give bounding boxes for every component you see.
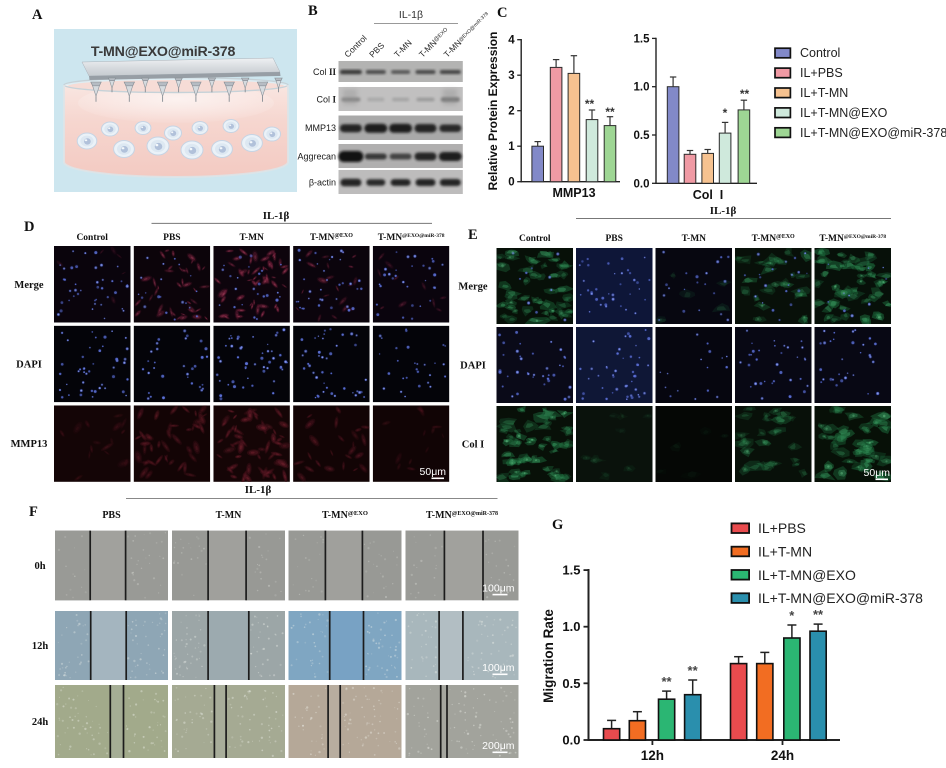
svg-text:PBS: PBS	[605, 234, 622, 244]
svg-text:0h: 0h	[34, 561, 45, 572]
svg-text:24h: 24h	[32, 717, 49, 728]
svg-text:Col I: Col I	[693, 188, 724, 202]
svg-text:IL+T-MN@EXO@miR-378: IL+T-MN@EXO@miR-378	[758, 590, 923, 606]
svg-text:1.0: 1.0	[562, 619, 580, 634]
svg-text:0: 0	[508, 177, 514, 189]
svg-text:100μm: 100μm	[482, 662, 515, 674]
svg-text:**: **	[605, 105, 615, 119]
svg-text:IL-1β: IL-1β	[245, 484, 272, 496]
svg-text:**: **	[740, 87, 750, 101]
svg-text:**: **	[688, 663, 699, 678]
svg-text:PBS: PBS	[102, 510, 121, 521]
svg-text:PBS: PBS	[163, 233, 180, 243]
svg-text:MMP13: MMP13	[552, 186, 595, 200]
svg-text:β-actin: β-actin	[309, 178, 336, 188]
svg-text:*: *	[723, 106, 728, 120]
svg-text:12h: 12h	[641, 748, 664, 763]
svg-text:**: **	[585, 97, 595, 111]
svg-text:0.5: 0.5	[562, 676, 580, 691]
svg-text:IL+T-MN@EXO: IL+T-MN@EXO	[758, 567, 856, 583]
svg-text:T-MN: T-MN	[392, 38, 414, 60]
svg-text:50μm: 50μm	[420, 466, 447, 478]
svg-text:IL+T-MN@EXO@miR-378: IL+T-MN@EXO@miR-378	[800, 126, 946, 140]
svg-text:Col I: Col I	[462, 440, 484, 451]
svg-text:PBS: PBS	[367, 40, 386, 59]
svg-text:24h: 24h	[771, 748, 794, 763]
svg-text:MMP13: MMP13	[11, 439, 48, 450]
svg-text:T-MN@EXO@miR-378: T-MN@EXO@miR-378	[819, 234, 886, 244]
svg-text:IL-1β: IL-1β	[399, 9, 423, 21]
svg-text:T-MN@EXO: T-MN@EXO	[322, 510, 368, 521]
svg-text:Control: Control	[800, 46, 840, 60]
svg-text:DAPI: DAPI	[460, 361, 486, 372]
svg-text:12h: 12h	[32, 641, 49, 652]
svg-text:Relative Protein Expression: Relative Protein Expression	[486, 32, 500, 191]
svg-text:IL-1β: IL-1β	[263, 210, 290, 222]
svg-text:Control: Control	[76, 233, 108, 243]
svg-text:IL+PBS: IL+PBS	[800, 66, 843, 80]
svg-text:T-MN: T-MN	[216, 510, 243, 521]
svg-text:1.5: 1.5	[634, 33, 651, 45]
svg-text:Control: Control	[519, 234, 551, 244]
svg-text:IL+T-MN: IL+T-MN	[800, 86, 848, 100]
svg-text:IL+PBS: IL+PBS	[758, 520, 806, 536]
svg-text:1.0: 1.0	[634, 82, 650, 94]
svg-text:**: **	[661, 674, 672, 689]
svg-text:4: 4	[508, 35, 515, 47]
svg-text:*: *	[789, 608, 795, 623]
svg-text:Migration Rate: Migration Rate	[541, 609, 556, 703]
svg-text:T-MN: T-MN	[682, 234, 707, 244]
svg-text:Aggrecan: Aggrecan	[297, 152, 336, 162]
svg-text:1.5: 1.5	[562, 563, 580, 578]
svg-text:MMP13: MMP13	[305, 123, 336, 133]
svg-text:IL+T-MN: IL+T-MN	[758, 544, 812, 560]
svg-text:T-MN: T-MN	[239, 233, 264, 243]
svg-text:T-MN@EXO: T-MN@EXO	[310, 233, 353, 243]
svg-text:0.0: 0.0	[634, 178, 650, 190]
svg-text:0.5: 0.5	[634, 130, 651, 142]
svg-text:Col II: Col II	[313, 67, 337, 77]
svg-text:T-MN@EXO@miR-378: T-MN@EXO@miR-378	[426, 510, 498, 521]
svg-text:Col I: Col I	[316, 95, 336, 105]
svg-text:IL-1β: IL-1β	[710, 205, 737, 217]
svg-text:Merge: Merge	[14, 280, 43, 291]
svg-text:3: 3	[508, 70, 514, 82]
svg-text:50μm: 50μm	[864, 467, 891, 479]
svg-text:**: **	[813, 607, 824, 622]
svg-text:IL+T-MN@EXO: IL+T-MN@EXO	[800, 106, 888, 120]
svg-text:Control: Control	[342, 33, 369, 60]
svg-text:T-MN@EXO@miR-378: T-MN@EXO@miR-378	[378, 233, 445, 243]
svg-text:T-MN@EXO: T-MN@EXO	[752, 234, 795, 244]
svg-text:2: 2	[508, 106, 514, 118]
svg-text:100μm: 100μm	[482, 582, 515, 594]
svg-text:DAPI: DAPI	[16, 360, 42, 371]
svg-text:Merge: Merge	[458, 282, 487, 293]
svg-text:200μm: 200μm	[482, 740, 515, 752]
svg-text:1: 1	[508, 141, 515, 153]
svg-text:0.0: 0.0	[562, 733, 580, 748]
svg-text:T-MN@EXO@miR-378: T-MN@EXO@miR-378	[91, 44, 236, 60]
